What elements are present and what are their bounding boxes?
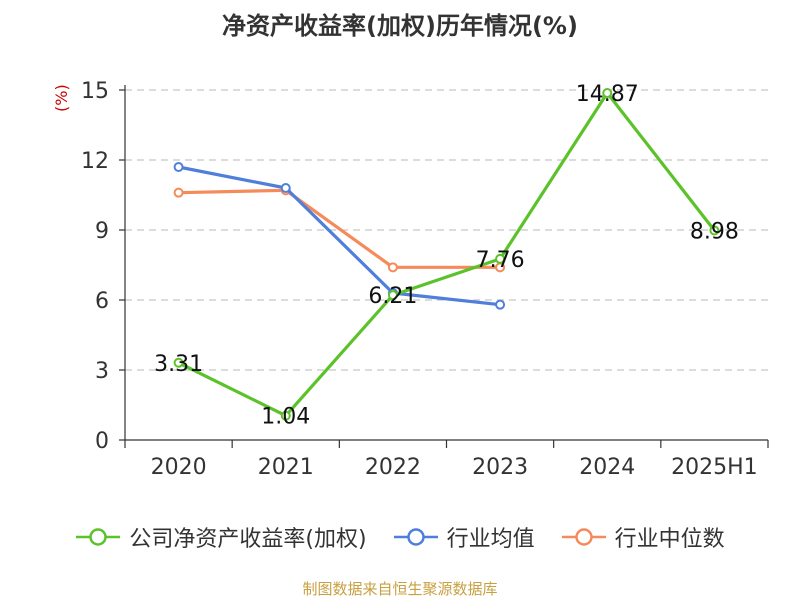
data-point: [280, 183, 291, 193]
legend-label-industry-median: 行业中位数: [614, 527, 725, 552]
legend-marker-company: [76, 528, 121, 546]
data-label: 1.04: [261, 405, 310, 430]
y-tick-label: 6: [95, 289, 109, 314]
data-point: [602, 88, 613, 99]
data-point: [280, 410, 291, 421]
x-tick-label: 2020: [151, 455, 207, 480]
legend-circle-company: [89, 528, 108, 546]
legend-marker-industry-median: [561, 528, 606, 546]
data-point: [709, 225, 720, 236]
legend: 公司净资产收益率(加权) 行业均值 行业中位数: [0, 520, 800, 554]
legend-label-industry-mean: 行业均值: [446, 527, 535, 552]
series-line: [178, 165, 501, 307]
x-tick-label: 2023: [472, 455, 528, 480]
series-line: [178, 188, 501, 269]
legend-item-industry-median[interactable]: 行业中位数: [561, 521, 725, 553]
data-label: 7.76: [476, 248, 525, 273]
data-point: [173, 357, 184, 368]
chart-title: 净资产收益率(加权)历年情况(%): [222, 12, 578, 40]
y-tick-label: 15: [81, 79, 109, 104]
legend-item-company[interactable]: 公司净资产收益率(加权): [75, 521, 367, 553]
data-point: [173, 187, 184, 198]
y-tick-label: 12: [81, 149, 109, 174]
data-point: [495, 299, 506, 310]
data-point: [387, 262, 398, 273]
x-tick-label: 2022: [365, 455, 421, 480]
data-source-note: 制图数据来自恒生聚源数据库: [302, 580, 498, 598]
y-tick-label: 3: [95, 359, 109, 384]
legend-circle-industry-median: [574, 528, 593, 546]
legend-item-industry-mean[interactable]: 行业均值: [393, 521, 535, 553]
y-tick-label: 0: [95, 429, 109, 454]
data-point: [387, 290, 398, 301]
data-label: 8.98: [690, 219, 739, 244]
legend-circle-industry-mean: [406, 528, 425, 546]
x-tick-label: 2025H1: [671, 455, 758, 480]
x-tick-label: 2024: [579, 455, 635, 480]
x-tick-label: 2021: [258, 455, 314, 480]
data-point: [173, 162, 184, 172]
series-line: [177, 91, 716, 418]
data-label: 14.87: [576, 82, 639, 107]
y-tick-label: 9: [95, 219, 109, 244]
legend-marker-industry-mean: [393, 528, 438, 546]
legend-label-company: 公司净资产收益率(加权): [129, 527, 367, 552]
data-label: 6.21: [368, 284, 417, 309]
data-point: [495, 253, 506, 264]
data-label: 3.31: [154, 352, 203, 377]
